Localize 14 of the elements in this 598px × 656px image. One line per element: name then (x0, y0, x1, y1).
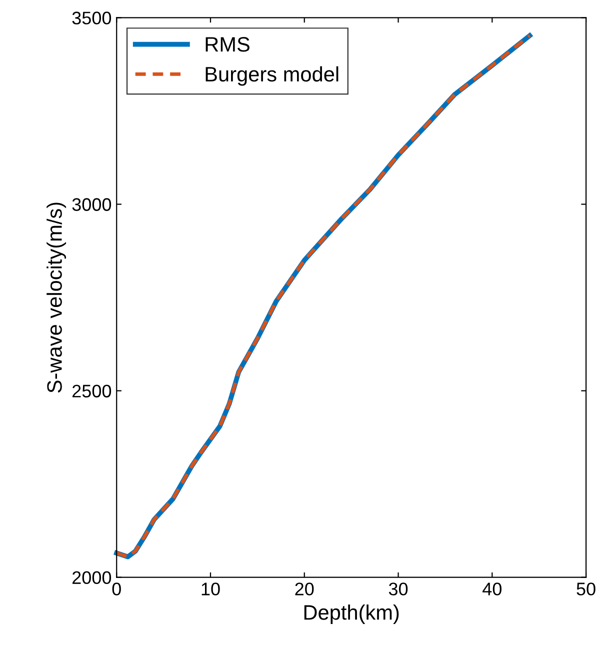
y-tick-label: 2500 (72, 384, 112, 398)
legend-label: RMS (206, 37, 250, 52)
x-axis-title: Depth(km) (304, 604, 399, 624)
y-tick-label: 3500 (72, 12, 112, 24)
x-tick-label: 0 (112, 582, 121, 596)
y-tick-label: 3000 (72, 198, 112, 211)
x-tick-label: 50 (576, 582, 596, 596)
x-tick-label: 20 (295, 582, 314, 596)
x-tick-label: 40 (482, 582, 502, 596)
y-axis-title: S-wave velocity(m/s) (46, 202, 66, 393)
y-tick-label: 2000 (72, 571, 112, 584)
legend-label: Burgers model (206, 66, 338, 86)
x-tick-label: 10 (202, 582, 220, 596)
x-tick-label: 30 (388, 582, 408, 596)
